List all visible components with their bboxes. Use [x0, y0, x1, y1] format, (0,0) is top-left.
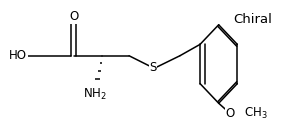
Text: NH$_2$: NH$_2$ [83, 87, 107, 102]
Text: S: S [149, 61, 157, 74]
Text: O: O [225, 107, 235, 120]
Text: CH$_3$: CH$_3$ [244, 106, 268, 121]
Text: Chiral: Chiral [234, 13, 272, 26]
Text: HO: HO [9, 49, 27, 62]
Text: O: O [69, 10, 79, 23]
